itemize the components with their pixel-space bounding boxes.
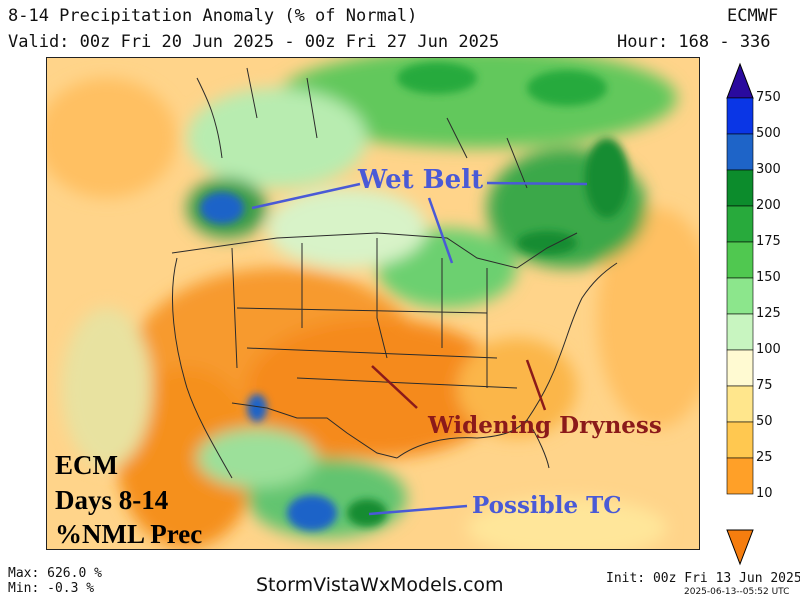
map-canvas bbox=[47, 58, 699, 549]
canada-lines bbox=[196, 67, 528, 189]
colorbar-bin bbox=[726, 421, 754, 459]
max-value: Max: 626.0 % bbox=[8, 566, 102, 581]
gulf-coast bbox=[396, 419, 550, 469]
colorbar-tick-label: 150 bbox=[756, 270, 781, 285]
colorbar-bin bbox=[726, 133, 754, 171]
colorbar-tick-label: 300 bbox=[756, 162, 781, 177]
colorbar-tick-label: 500 bbox=[756, 126, 781, 141]
colorbar-bin bbox=[726, 313, 754, 351]
anomaly-peaks bbox=[200, 62, 629, 531]
colorbar bbox=[726, 62, 754, 566]
colorbar-bin bbox=[726, 385, 754, 423]
colorbar-bin bbox=[726, 97, 754, 135]
init-time: Init: 00z Fri 13 Jun 2025 bbox=[606, 571, 800, 586]
colorbar-tick-label: 125 bbox=[756, 306, 781, 321]
colorbar-tick-label: 750 bbox=[756, 90, 781, 105]
site-name[interactable]: StormVistaWxModels.com bbox=[256, 574, 504, 596]
valid-range: Valid: 00z Fri 20 Jun 2025 - 00z Fri 27 … bbox=[8, 32, 500, 52]
tc-pointer bbox=[368, 504, 468, 516]
colorbar-bin bbox=[726, 241, 754, 279]
colorbar-bin bbox=[726, 349, 754, 387]
wet-belt-pointers bbox=[251, 181, 588, 264]
model-name: ECMWF bbox=[727, 6, 779, 26]
us-mexico-border bbox=[231, 402, 398, 459]
widening-dryness-label: Widening Dryness bbox=[428, 412, 662, 439]
wet-belt-label: Wet Belt bbox=[358, 165, 484, 195]
min-value: Min: -0.3 % bbox=[8, 581, 95, 596]
colorbar-tick-label: 100 bbox=[756, 342, 781, 357]
west-coast bbox=[171, 257, 233, 479]
dryness-arrows bbox=[371, 359, 547, 411]
colorbar-bin bbox=[726, 457, 754, 495]
colorbar-bin bbox=[726, 277, 754, 315]
colorbar-bin bbox=[726, 205, 754, 243]
render-stamp: 2025-06-13--05:52 UTC bbox=[684, 587, 790, 597]
ecm-label-model: ECM bbox=[55, 450, 118, 480]
boundaries bbox=[171, 67, 618, 479]
us-canada-border bbox=[171, 232, 578, 269]
east-coast bbox=[526, 262, 618, 421]
colorbar-top-arrow bbox=[726, 62, 754, 99]
forecast-hour: Hour: 168 - 336 bbox=[617, 32, 771, 52]
state-lines bbox=[231, 238, 518, 389]
colorbar-tick-label: 175 bbox=[756, 234, 781, 249]
map-panel bbox=[46, 57, 700, 550]
colorbar-bin bbox=[726, 169, 754, 207]
colorbar-tick-label: 200 bbox=[756, 198, 781, 213]
ecm-label-days: Days 8-14 bbox=[55, 485, 169, 515]
colorbar-tick-label: 10 bbox=[756, 486, 773, 501]
colorbar-tick-label: 75 bbox=[756, 378, 773, 393]
possible-tc-label: Possible TC bbox=[472, 492, 622, 519]
ecm-label-metric: %NML Prec bbox=[55, 519, 203, 549]
colorbar-tick-label: 25 bbox=[756, 450, 773, 465]
map-title: 8-14 Precipitation Anomaly (% of Normal) bbox=[8, 6, 418, 26]
colorbar-tick-label: 50 bbox=[756, 414, 773, 429]
colorbar-bottom-arrow bbox=[726, 529, 754, 566]
